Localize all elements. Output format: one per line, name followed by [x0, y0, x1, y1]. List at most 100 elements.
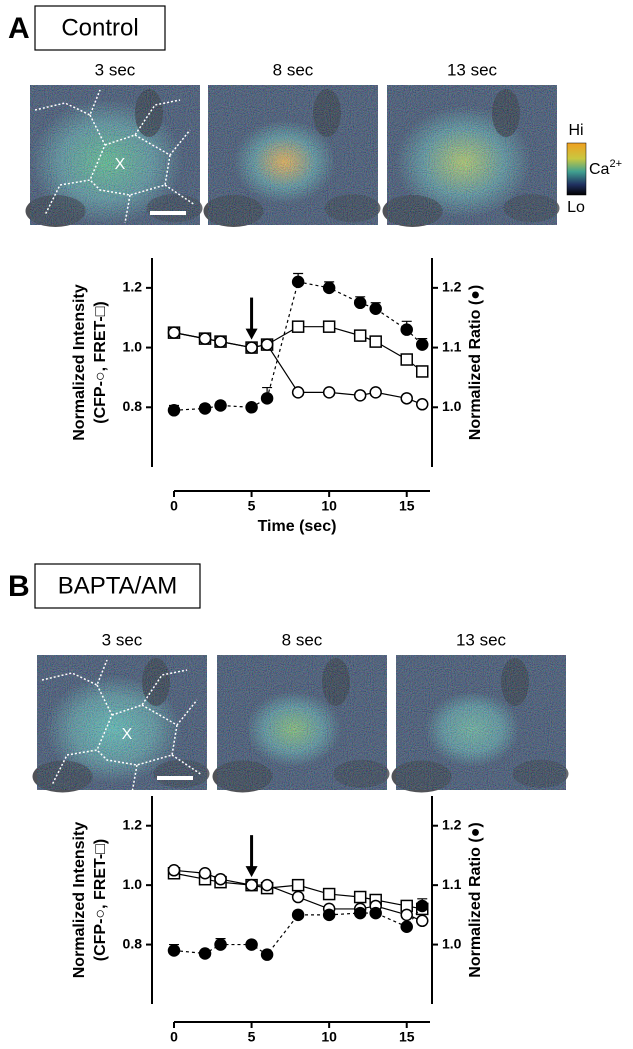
image-label: 3 sec: [102, 630, 143, 649]
y2-axis-title: Normalized Ratio (●): [467, 822, 484, 977]
y2-tick-label: 1.1: [442, 338, 462, 354]
stimulus-arrowhead: [245, 328, 258, 340]
data-point: [214, 335, 227, 348]
stimulus-arrowhead: [245, 866, 258, 878]
data-point: [291, 275, 305, 289]
data-point: [291, 320, 305, 333]
data-point: [369, 335, 382, 348]
data-point: [400, 392, 413, 405]
data-point: [400, 920, 413, 933]
y-tick-label: 1.0: [123, 338, 143, 354]
noise: [30, 85, 200, 225]
y2-axis-title: Normalized Ratio (●): [467, 285, 484, 440]
data-point: [353, 389, 367, 402]
data-point: [167, 404, 181, 417]
y2-tick-label: 1.2: [442, 279, 462, 295]
data-point: [291, 878, 305, 892]
data-point: [322, 887, 336, 901]
data-point: [322, 281, 336, 295]
colorbar-label-base: Ca: [589, 161, 610, 178]
data-point: [214, 872, 227, 886]
data-point: [291, 908, 305, 922]
image-label: 8 sec: [273, 60, 314, 79]
data-point: [400, 323, 413, 336]
x-tick-label: 10: [321, 1029, 337, 1045]
data-point: [245, 938, 258, 951]
data-point: [322, 386, 336, 399]
data-point: [369, 386, 382, 399]
cell-outline: [34, 89, 196, 224]
y2-tick-label: 1.0: [442, 398, 462, 414]
data-point: [369, 906, 382, 920]
data-point: [400, 353, 413, 366]
data-point: [415, 338, 429, 351]
noise: [387, 85, 557, 225]
data-point: [415, 398, 429, 411]
data-point: [245, 341, 258, 354]
panel: A Control 3 sec X 8 sec 13 sec 0.8 1.0 1.2 1.0 1.1…: [8, 5, 560, 535]
x-tick-label: 0: [170, 498, 178, 514]
x-tick-label: 10: [321, 498, 337, 514]
y-axis-title: Normalized Intensity: [71, 284, 88, 441]
data-point: [198, 332, 212, 345]
data-point: [198, 867, 212, 880]
data-point: [214, 399, 227, 412]
image-label: 8 sec: [282, 630, 323, 649]
data-point: [260, 338, 274, 351]
colorbar-high: Hi: [568, 122, 583, 139]
cell-marker: X: [122, 726, 133, 743]
y2-tick-label: 1.0: [442, 935, 462, 951]
panel-label: A: [8, 12, 30, 45]
panel-title: BAPTA/AM: [58, 572, 178, 599]
data-point: [369, 302, 382, 316]
data-point: [291, 890, 305, 904]
y2-tick-label: 1.2: [442, 816, 462, 832]
image-label: 13 sec: [447, 60, 498, 79]
panel: B BAPTA/AM 3 sec X 8 sec 13 sec 0.8 1.0 1.2 1.0 1.…: [8, 563, 569, 1045]
data-point: [322, 320, 336, 333]
data-point: [167, 326, 181, 339]
panel-title: Control: [61, 14, 138, 41]
y-tick-label: 0.8: [123, 398, 143, 414]
data-point: [260, 878, 274, 892]
x-axis-title: Time (sec): [258, 518, 337, 535]
x-tick-label: 15: [399, 1029, 415, 1045]
x-tick-label: 5: [248, 1029, 256, 1045]
x-tick-label: 15: [399, 498, 415, 514]
data-point: [353, 329, 367, 342]
panel-label: B: [8, 570, 30, 603]
cell-marker: X: [115, 156, 126, 173]
data-point: [167, 944, 181, 957]
title-box: [34, 5, 166, 51]
data-point: [260, 948, 274, 961]
data-point: [415, 899, 429, 913]
y-axis-title: (CFP-○, FRET-□): [92, 301, 109, 423]
colorbar-label-sup: 2+: [609, 158, 622, 170]
data-point: [353, 890, 367, 904]
colorbar-label: Ca2+: [589, 158, 622, 178]
title-box: [34, 563, 201, 609]
y2-tick-label: 1.1: [442, 876, 462, 892]
data-point: [415, 914, 429, 928]
y-tick-label: 1.2: [123, 816, 143, 832]
colorbar-low: Lo: [567, 199, 585, 216]
y-tick-label: 1.0: [123, 876, 143, 892]
noise: [208, 85, 378, 225]
data-point: [245, 878, 258, 892]
image-label: 13 sec: [456, 630, 507, 649]
cell-outline: [41, 659, 203, 794]
data-point: [260, 392, 274, 405]
noise: [217, 655, 387, 790]
data-point: [245, 401, 258, 414]
data-point: [167, 864, 181, 877]
y-axis-title: Normalized Intensity: [71, 822, 88, 979]
data-point: [214, 938, 227, 951]
y-tick-label: 0.8: [123, 935, 143, 951]
noise: [396, 655, 566, 790]
data-point: [291, 386, 305, 399]
colorbar: Hi Lo Ca2+: [566, 122, 622, 216]
y-axis-title: (CFP-○, FRET-□): [92, 839, 109, 961]
x-tick-label: 5: [248, 498, 256, 514]
data-point: [415, 365, 429, 378]
